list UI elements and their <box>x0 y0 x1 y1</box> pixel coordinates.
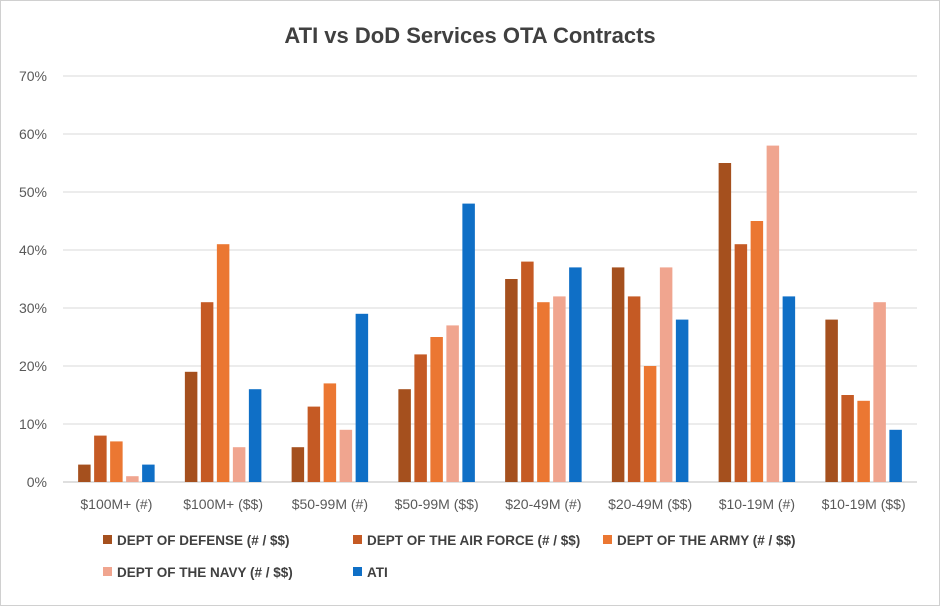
x-tick-label: $20-49M ($$) <box>608 496 692 512</box>
bar <box>553 296 566 482</box>
bar <box>889 429 902 482</box>
x-tick-label: $100M+ (#) <box>80 496 152 512</box>
y-axis-ticks: 0% 10% 20% 30% 40% 50% 60% 70% <box>19 68 47 490</box>
bar <box>734 244 748 482</box>
bar <box>750 221 764 482</box>
bar <box>110 441 123 482</box>
bar <box>627 296 641 482</box>
legend-label: ATI <box>367 565 388 580</box>
bar <box>611 267 625 482</box>
y-tick-label: 0% <box>27 474 47 490</box>
y-tick-label: 30% <box>19 300 47 316</box>
bar <box>446 325 459 482</box>
legend-swatch <box>353 535 362 544</box>
y-tick-label: 70% <box>19 68 47 84</box>
bar <box>94 435 107 482</box>
bar <box>232 447 246 482</box>
y-tick-label: 40% <box>19 242 47 258</box>
x-tick-label: $50-99M (#) <box>292 496 368 512</box>
bar <box>126 476 139 482</box>
bars <box>78 145 902 482</box>
x-tick-label: $100M+ ($$) <box>183 496 263 512</box>
bar <box>841 395 854 482</box>
bar <box>659 267 673 482</box>
bar <box>505 279 518 482</box>
legend-swatch <box>103 535 112 544</box>
bar <box>462 203 475 482</box>
bar <box>398 389 411 482</box>
legend-label: DEPT OF THE ARMY (# / $$) <box>617 533 796 548</box>
x-tick-label: $10-19M (#) <box>719 496 795 512</box>
bar <box>857 400 870 482</box>
bar <box>307 406 321 482</box>
legend-label: DEPT OF DEFENSE (# / $$) <box>117 533 290 548</box>
bar <box>825 319 838 482</box>
legend-swatch <box>603 535 612 544</box>
x-tick-label: $20-49M (#) <box>505 496 581 512</box>
bar <box>430 337 443 482</box>
chart-title: ATI vs DoD Services OTA Contracts <box>284 23 655 48</box>
legend-label: DEPT OF THE AIR FORCE (# / $$) <box>367 533 580 548</box>
bar <box>78 464 91 482</box>
legend-swatch <box>353 567 362 576</box>
y-tick-label: 60% <box>19 126 47 142</box>
bar <box>200 302 214 482</box>
bar <box>355 313 369 482</box>
y-tick-label: 10% <box>19 416 47 432</box>
bar <box>569 267 582 482</box>
legend-swatch <box>103 567 112 576</box>
bar <box>766 145 780 482</box>
bar <box>537 302 550 482</box>
bar <box>521 261 534 482</box>
bar <box>675 319 689 482</box>
x-tick-label: $50-99M ($$) <box>395 496 479 512</box>
y-tick-label: 50% <box>19 184 47 200</box>
bar <box>873 302 886 482</box>
bar <box>323 383 337 482</box>
x-axis-ticks: $100M+ (#) $100M+ ($$) $50-99M (#) $50-99M … <box>80 496 905 512</box>
bar <box>184 371 198 482</box>
bar <box>339 429 353 482</box>
x-tick-label: $10-19M ($$) <box>822 496 906 512</box>
legend: DEPT OF DEFENSE (# / $$) DEPT OF THE AIR … <box>103 533 796 580</box>
bar <box>142 464 155 482</box>
bar <box>291 447 305 482</box>
bar <box>248 389 262 482</box>
bar <box>414 354 427 482</box>
bar <box>216 244 230 482</box>
bar <box>782 296 796 482</box>
y-tick-label: 20% <box>19 358 47 374</box>
bar <box>718 163 732 482</box>
legend-label: DEPT OF THE NAVY (# / $$) <box>117 565 293 580</box>
bar <box>643 366 657 482</box>
